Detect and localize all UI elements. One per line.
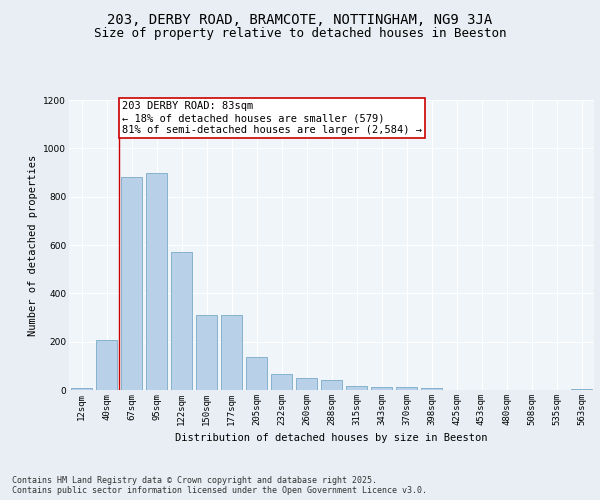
Bar [221,315,242,390]
Text: Contains HM Land Registry data © Crown copyright and database right 2025.
Contai: Contains HM Land Registry data © Crown c… [12,476,427,495]
Bar [246,358,267,390]
Bar [396,387,417,390]
Text: 203, DERBY ROAD, BRAMCOTE, NOTTINGHAM, NG9 3JA: 203, DERBY ROAD, BRAMCOTE, NOTTINGHAM, N… [107,12,493,26]
Bar [346,386,367,390]
Bar [421,388,442,390]
Text: 203 DERBY ROAD: 83sqm
← 18% of detached houses are smaller (579)
81% of semi-det: 203 DERBY ROAD: 83sqm ← 18% of detached … [122,102,422,134]
Y-axis label: Number of detached properties: Number of detached properties [28,154,38,336]
Bar [196,315,217,390]
Bar [171,252,192,390]
Bar [571,389,592,390]
Bar [96,340,117,390]
X-axis label: Distribution of detached houses by size in Beeston: Distribution of detached houses by size … [175,434,488,444]
Text: Size of property relative to detached houses in Beeston: Size of property relative to detached ho… [94,28,506,40]
Bar [271,374,292,390]
Bar [321,380,342,390]
Bar [371,387,392,390]
Bar [71,388,92,390]
Bar [146,172,167,390]
Bar [296,378,317,390]
Bar [121,178,142,390]
